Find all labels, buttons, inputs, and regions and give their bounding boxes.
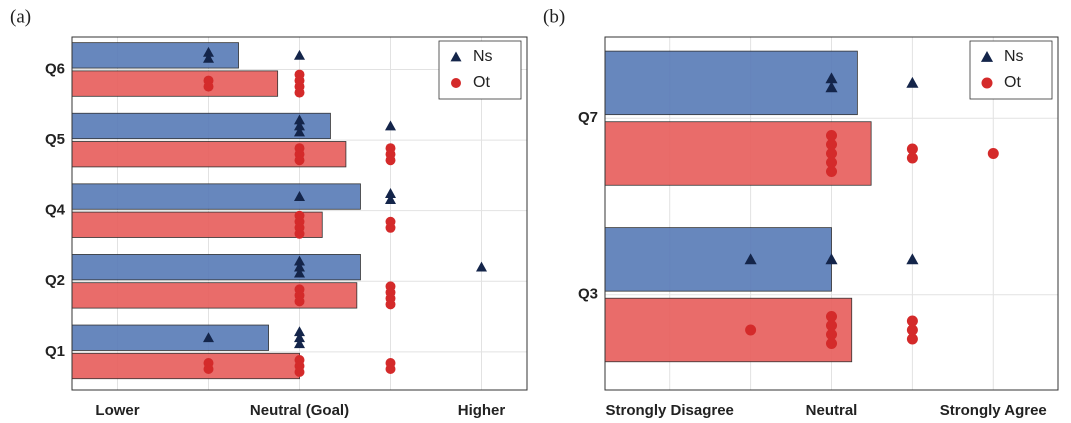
bar (71, 141, 347, 168)
bar (71, 352, 300, 380)
y-tick-label: Q6 (45, 60, 65, 77)
point (203, 46, 214, 57)
point (294, 191, 305, 201)
y-tick-label: Q5 (45, 131, 65, 148)
plot-frame (71, 36, 528, 391)
panel-label: (b) (543, 6, 565, 27)
bar (71, 183, 361, 210)
point (294, 49, 305, 60)
point (294, 267, 305, 278)
bar (71, 211, 323, 238)
point (826, 328, 837, 340)
point (825, 253, 838, 265)
point (825, 72, 838, 84)
point (385, 363, 396, 374)
point (294, 261, 305, 272)
y-tick-label: Q1 (45, 343, 65, 360)
point (826, 156, 837, 168)
point (906, 324, 918, 336)
point (906, 76, 919, 88)
point (744, 253, 757, 265)
point (981, 77, 993, 89)
point (294, 338, 305, 349)
y-tick-label: Q3 (578, 286, 598, 303)
point (826, 319, 837, 331)
point (826, 147, 837, 159)
bar (71, 70, 279, 97)
plot-frame (604, 36, 1059, 391)
point (385, 299, 396, 310)
point (385, 194, 396, 204)
point (980, 50, 994, 62)
point (294, 326, 305, 337)
bar (71, 112, 331, 140)
point (294, 255, 305, 266)
point (294, 296, 305, 307)
point (745, 324, 757, 336)
point (987, 147, 999, 159)
point (906, 143, 918, 155)
legend-label: Ot (473, 74, 490, 91)
point (294, 87, 305, 98)
point (385, 120, 396, 131)
point (826, 129, 837, 141)
point (825, 81, 838, 93)
point (203, 52, 214, 63)
point (294, 366, 305, 377)
point (385, 188, 396, 198)
point (906, 315, 918, 327)
point (476, 261, 487, 272)
x-tick-label: Strongly Disagree (606, 402, 734, 419)
legend-label: Ns (1004, 48, 1024, 65)
point (294, 114, 305, 125)
point (294, 228, 305, 239)
point (826, 165, 837, 177)
x-tick-label: Lower (95, 402, 139, 419)
y-tick-label: Q2 (45, 272, 65, 289)
point (385, 222, 396, 233)
point (203, 81, 214, 92)
x-tick-label: Neutral (806, 402, 858, 419)
y-tick-label: Q4 (45, 202, 66, 219)
point (451, 78, 461, 88)
point (385, 155, 396, 166)
point (826, 337, 837, 349)
point (906, 152, 918, 164)
bar (71, 42, 239, 69)
bar (604, 227, 832, 292)
x-tick-label: Neutral (Goal) (250, 402, 349, 419)
bar (71, 254, 361, 281)
point (826, 310, 837, 322)
panel-label: (a) (10, 6, 31, 27)
point (906, 333, 918, 345)
bar (71, 324, 269, 351)
legend-label: Ns (473, 48, 493, 65)
point (906, 253, 919, 265)
point (203, 363, 214, 374)
bar (604, 50, 858, 116)
point (450, 51, 462, 62)
x-tick-label: Strongly Agree (940, 402, 1047, 419)
bar (604, 297, 853, 363)
legend-label: Ot (1004, 74, 1021, 91)
y-tick-label: Q7 (578, 109, 598, 126)
x-tick-label: Higher (458, 402, 506, 419)
legend-box (969, 40, 1053, 100)
point (294, 332, 305, 343)
legend-box (438, 40, 522, 100)
point (294, 155, 305, 166)
point (294, 126, 305, 137)
point (294, 120, 305, 131)
point (826, 138, 837, 150)
point (203, 332, 214, 343)
bar (71, 282, 358, 309)
